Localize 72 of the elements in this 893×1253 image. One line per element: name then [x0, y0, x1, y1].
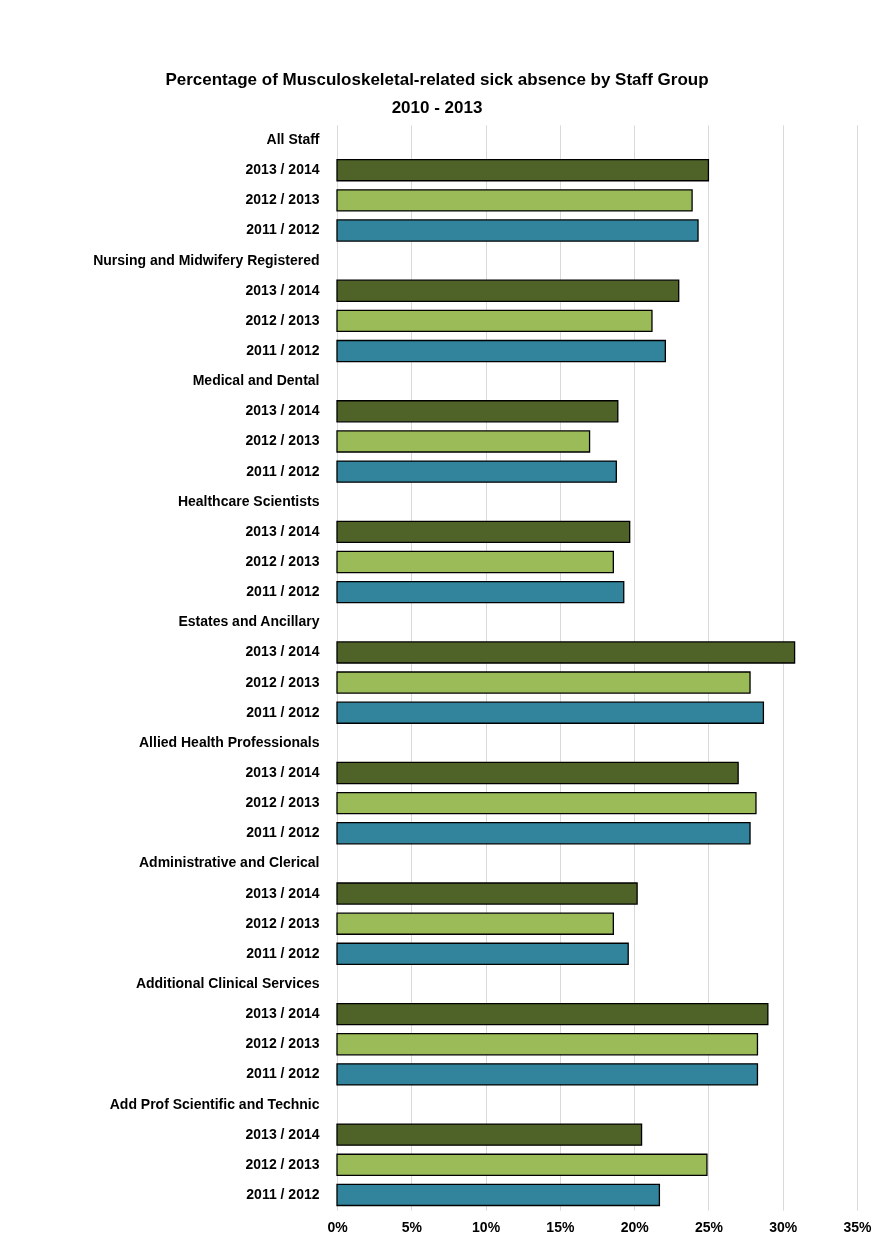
y-tick-label: 2011 / 2012 [246, 1065, 320, 1082]
y-tick-label: Healthcare Scientists [177, 492, 320, 509]
bar [336, 430, 591, 453]
y-tick-label: 2012 / 2013 [245, 914, 320, 931]
bar [336, 1183, 661, 1207]
y-tick-label: 2013 / 2014 [245, 643, 320, 660]
y-tick-label: 2013 / 2014 [245, 161, 320, 178]
y-tick-label: 2012 / 2013 [245, 794, 320, 811]
x-tick-label: 20% [620, 1218, 650, 1235]
y-tick-label: Medical and Dental [192, 372, 320, 389]
bar [336, 1063, 759, 1086]
y-tick-label: 2012 / 2013 [245, 1035, 320, 1052]
y-tick-label: 2013 / 2014 [245, 522, 320, 539]
y-tick-label: Add Prof Scientific and Technic [109, 1095, 320, 1112]
bar [336, 339, 666, 363]
y-tick-label: 2011 / 2012 [246, 462, 320, 479]
bar [336, 580, 625, 604]
bar [336, 219, 699, 242]
x-tick-label: 0% [327, 1218, 349, 1235]
bar [336, 641, 796, 664]
y-tick-label: Allied Health Professionals [139, 733, 320, 750]
y-tick-label: 2011 / 2012 [246, 583, 320, 600]
bar [336, 1123, 643, 1146]
bar [336, 189, 693, 212]
bar [336, 1033, 759, 1056]
bar [336, 159, 710, 182]
chart-title: Percentage of Musculoskeletal-related sick absence by Staff Group 2010 - 2013 [165, 70, 709, 117]
bar [336, 400, 619, 423]
x-tick-label: 35% [843, 1218, 873, 1235]
y-tick-label: 2013 / 2014 [245, 1125, 320, 1142]
bar [336, 912, 614, 935]
y-tick-label: 2011 / 2012 [246, 703, 320, 720]
bar [336, 550, 614, 574]
bar [336, 701, 765, 724]
y-tick-label: 2013 / 2014 [245, 884, 320, 901]
y-tick-label: 2012 / 2013 [245, 553, 320, 570]
y-tick-label: All Staff [266, 131, 320, 148]
y-tick-label: 2012 / 2013 [245, 1155, 320, 1172]
y-tick-label: Additional Clinical Services [135, 974, 320, 991]
bar [336, 822, 751, 845]
x-tick-label: 25% [694, 1218, 724, 1235]
y-tick-label: 2011 / 2012 [246, 342, 320, 359]
y-tick-label: Nursing and Midwifery Registered [93, 251, 320, 268]
y-tick-label: 2011 / 2012 [246, 824, 320, 841]
y-tick-label: 2011 / 2012 [246, 1185, 320, 1202]
bar [336, 1153, 708, 1176]
bar [336, 671, 751, 694]
y-tick-label: 2011 / 2012 [246, 221, 320, 238]
y-tick-label: Administrative and Clerical [138, 854, 320, 871]
bar [336, 520, 631, 544]
y-tick-label: 2013 / 2014 [245, 281, 320, 298]
bar [336, 1002, 769, 1026]
x-tick-label: 30% [769, 1218, 798, 1235]
y-tick-label: 2012 / 2013 [245, 191, 320, 208]
y-tick-label: 2013 / 2014 [245, 402, 320, 419]
bar [336, 761, 739, 785]
y-tick-label: 2012 / 2013 [245, 673, 320, 690]
bar [336, 882, 638, 905]
y-tick-label: 2012 / 2013 [245, 432, 320, 449]
x-tick-label: 5% [401, 1218, 423, 1235]
bar [336, 279, 680, 302]
bar [336, 791, 757, 815]
y-tick-label: 2013 / 2014 [245, 763, 320, 780]
x-tick-label: 10% [472, 1218, 501, 1235]
bar [336, 460, 617, 483]
bar [336, 942, 629, 966]
y-tick-label: 2011 / 2012 [246, 944, 320, 961]
bar [336, 309, 653, 333]
x-tick-label: 15% [546, 1218, 575, 1235]
y-tick-label: Estates and Ancillary [178, 613, 320, 630]
y-tick-label: 2013 / 2014 [245, 1005, 320, 1022]
y-tick-label: 2012 / 2013 [245, 311, 320, 328]
